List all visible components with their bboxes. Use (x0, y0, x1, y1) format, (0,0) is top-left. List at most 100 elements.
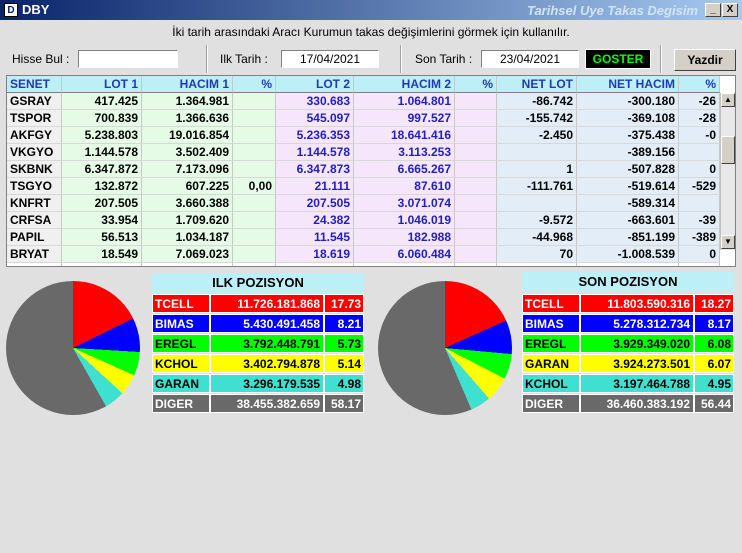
scroll-up-icon[interactable]: ▲ (721, 93, 735, 107)
table-row-cell (455, 229, 497, 246)
table-row-cell: 7.069.023 (142, 246, 233, 263)
table-row-cell: 0,00 (233, 178, 276, 195)
minimize-button[interactable]: _ (705, 3, 721, 17)
table-footer[interactable]: 5.284.200.07066.103.479.190100,005.400.7… (7, 263, 720, 266)
vertical-scrollbar[interactable]: ▲ ▼ (720, 93, 735, 250)
table-row[interactable]: GSRAY 417.425 1.364.981 330.683 1.064.801 -86… (7, 93, 720, 110)
table-row-cell: BRYAT (7, 246, 62, 263)
table-row-cell: VKGYO (7, 144, 62, 161)
data-grid[interactable]: SENET LOT 1 HACIM 1% LOT 2 HACIM 2% NET LOT NE… (6, 75, 736, 267)
table-row-cell (455, 246, 497, 263)
stock-name: TCELL (522, 294, 580, 313)
yazdir-button[interactable]: Yazdir (674, 49, 736, 71)
window-subtitle: Tarihsel Uye Takas Degisim (526, 3, 698, 18)
divider (206, 45, 208, 73)
table-row[interactable]: AKFGY 5.238.803 19.016.854 5.236.353 18.641.… (7, 127, 720, 144)
table-footer-cell: 100,00 (455, 263, 497, 266)
table-row-cell: PAPIL (7, 229, 62, 246)
position-percent: 58.17 (324, 394, 364, 413)
position-value: 11.726.181.868 (210, 294, 324, 313)
table-row[interactable]: SKBNK 6.347.872 7.173.096 6.347.873 6.665.26… (7, 161, 720, 178)
table-row-cell (455, 195, 497, 212)
table-row-cell: 330.683 (276, 93, 354, 110)
table-row-cell: 7.173.096 (142, 161, 233, 178)
table-row-cell (455, 110, 497, 127)
table-row[interactable]: TSPOR 700.839 1.366.636 545.097 997.527 -155.… (7, 110, 720, 127)
table-row-cell (233, 110, 276, 127)
app-icon: D (4, 3, 18, 17)
table-row-cell: 182.988 (354, 229, 455, 246)
table-row-cell (679, 144, 720, 161)
table-row-cell: -0 (679, 127, 720, 144)
position-percent: 4.95 (694, 374, 734, 393)
son-tarih-input[interactable]: 23/04/2021 (481, 50, 579, 68)
stock-name: EREGL (152, 334, 210, 353)
position-percent: 6.08 (694, 334, 734, 353)
stock-name: GARAN (522, 354, 580, 373)
table-row[interactable]: CRFSA 33.954 1.709.620 24.382 1.046.019 -9.57… (7, 212, 720, 229)
table-row-cell: 5.236.353 (276, 127, 354, 144)
son-pozisyon-pie-chart (378, 281, 512, 415)
position-value: 3.792.448.791 (210, 334, 324, 353)
ilk-pozisyon-row: DIGER 38.455.382.659 58.17 (152, 394, 364, 413)
table-row-cell: -111.761 (497, 178, 577, 195)
table-row-cell (455, 161, 497, 178)
table-row-cell: -2.450 (497, 127, 577, 144)
scroll-down-icon[interactable]: ▼ (721, 235, 735, 249)
position-percent: 6.07 (694, 354, 734, 373)
table-footer-cell (7, 263, 62, 266)
stock-name: BIMAS (152, 314, 210, 333)
table-row[interactable]: KNFRT 207.505 3.660.388 207.505 3.071.074 -58… (7, 195, 720, 212)
table-row-cell (233, 144, 276, 161)
table-row[interactable]: BRYAT 18.549 7.069.023 18.619 6.060.484 70 -1.… (7, 246, 720, 263)
table-row-cell: 1.709.620 (142, 212, 233, 229)
table-row-cell (233, 127, 276, 144)
table-row-cell: 700.839 (62, 110, 142, 127)
hisse-label: Hisse Bul : (12, 52, 70, 66)
stock-name: BIMAS (522, 314, 580, 333)
table-row-cell: 1.064.801 (354, 93, 455, 110)
ilk-pozisyon-row: TCELL 11.726.181.868 17.73 (152, 294, 364, 313)
table-row-cell: -369.108 (577, 110, 679, 127)
close-button[interactable]: X (722, 3, 738, 17)
table-row-cell: -44.968 (497, 229, 577, 246)
table-row-cell: 207.505 (62, 195, 142, 212)
table-row-cell: 19.016.854 (142, 127, 233, 144)
hisse-search-input[interactable] (78, 50, 178, 68)
table-row[interactable]: PAPIL 56.513 1.034.187 11.545 182.988 -44.968… (7, 229, 720, 246)
goster-button[interactable]: GOSTER (585, 49, 651, 69)
table-row-cell: 6.665.267 (354, 161, 455, 178)
table-row-cell: 1 (497, 161, 577, 178)
stock-name: GARAN (152, 374, 210, 393)
table-row[interactable]: VKGYO 1.144.578 3.502.409 1.144.578 3.113.25… (7, 144, 720, 161)
table-row-cell: -39 (679, 212, 720, 229)
table-row-cell: 1.034.187 (142, 229, 233, 246)
table-row-cell: 607.225 (142, 178, 233, 195)
position-percent: 4.98 (324, 374, 364, 393)
table-row[interactable]: TSGYO 132.872 607.225 0,00 21.111 87.610 -111.… (7, 178, 720, 195)
ilk-tarih-input[interactable]: 17/04/2021 (281, 50, 379, 68)
table-row-cell (233, 195, 276, 212)
table-row-cell: 24.382 (276, 212, 354, 229)
position-value: 3.402.794.878 (210, 354, 324, 373)
table-header-cell: NET LOT (497, 76, 577, 93)
table-row-cell: -1.008.539 (577, 246, 679, 263)
position-value: 36.460.383.192 (580, 394, 694, 413)
table-header-cell: HACIM 1 (142, 76, 233, 93)
table-row-cell: CRFSA (7, 212, 62, 229)
table-row-cell: GSRAY (7, 93, 62, 110)
table-row-cell (455, 144, 497, 161)
table-row-cell: -529 (679, 178, 720, 195)
scroll-thumb[interactable] (721, 136, 735, 164)
table-row-cell (455, 127, 497, 144)
position-value: 5.430.491.458 (210, 314, 324, 333)
table-header[interactable]: SENET LOT 1 HACIM 1% LOT 2 HACIM 2% NET LOT NE… (7, 76, 720, 93)
table-row-cell: TSGYO (7, 178, 62, 195)
table-footer-cell: 66.103.479.190 (142, 263, 233, 266)
table-row-cell: -155.742 (497, 110, 577, 127)
table-row-cell (455, 212, 497, 229)
title-bar: D DBY Tarihsel Uye Takas Degisim _ X (0, 0, 742, 20)
table-row-cell: -26 (679, 93, 720, 110)
table-row-cell: 132.872 (62, 178, 142, 195)
table-row-cell: 545.097 (276, 110, 354, 127)
